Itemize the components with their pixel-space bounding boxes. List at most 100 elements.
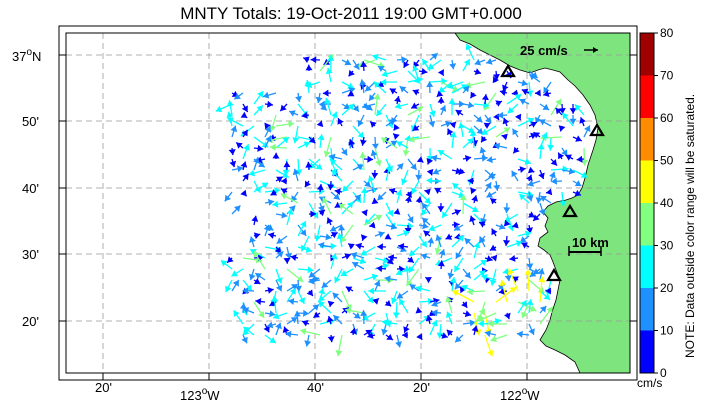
colorbar-segment	[640, 75, 654, 118]
current-vector-head	[315, 96, 323, 103]
current-vector-head	[512, 276, 519, 283]
current-vector-head	[499, 279, 507, 287]
current-vector-head	[568, 167, 575, 175]
current-vector-head	[427, 237, 435, 244]
current-vector-head	[446, 329, 454, 337]
current-vector-head	[399, 298, 406, 306]
current-vector-head	[280, 104, 287, 112]
current-vector-head	[565, 154, 572, 161]
current-vector-head	[428, 309, 436, 317]
current-vector-head	[376, 265, 383, 273]
current-vector-head	[445, 296, 452, 303]
current-vector-head	[367, 296, 374, 303]
current-vector-head	[546, 188, 553, 196]
current-vector-head	[519, 194, 526, 201]
current-vector-head	[300, 328, 307, 335]
current-vector-head	[305, 161, 313, 168]
current-vector-head	[461, 301, 468, 308]
current-vector-head	[437, 97, 445, 103]
current-vector-head	[524, 230, 532, 238]
current-vector-head	[428, 224, 436, 232]
current-vector-head	[359, 79, 367, 86]
current-vector-head	[409, 284, 417, 291]
current-vector-head	[526, 299, 534, 306]
coastline-land	[454, 32, 631, 374]
current-vector-head	[492, 76, 499, 84]
current-vector-head	[321, 281, 329, 288]
current-vector-head	[487, 350, 494, 357]
current-vector-head	[257, 91, 264, 98]
current-vector-head	[295, 169, 303, 176]
current-vector-head	[447, 82, 454, 90]
current-vector-head	[581, 171, 588, 178]
current-vector-head	[226, 111, 234, 118]
current-vector-head	[504, 312, 511, 320]
current-vector-head	[395, 341, 402, 348]
current-vector-head	[333, 315, 340, 322]
current-vector-head	[555, 99, 562, 106]
current-vector-head	[507, 106, 515, 114]
current-vector-head	[396, 141, 404, 148]
current-vector-head	[344, 253, 351, 260]
current-vector-head	[220, 260, 228, 267]
current-vector-head	[276, 251, 284, 258]
current-vector-head	[459, 100, 465, 108]
current-vector-head	[449, 63, 457, 70]
station-marker	[589, 122, 605, 137]
current-vector-head	[234, 93, 241, 100]
current-vector-head	[407, 222, 414, 230]
current-vector-head	[464, 238, 472, 245]
colorbar-segment	[640, 33, 654, 76]
current-vector-head	[248, 273, 256, 281]
current-vector-head	[282, 171, 289, 178]
current-vector-head	[545, 287, 551, 295]
current-vector-head	[367, 175, 375, 183]
current-vector-head	[421, 208, 428, 216]
current-vector-head	[540, 306, 547, 313]
current-vector-head	[438, 86, 446, 93]
current-vector-head	[467, 138, 474, 145]
current-vector-head	[290, 317, 298, 324]
colorbar-segment	[640, 288, 654, 331]
current-vector-head	[275, 284, 283, 292]
current-vector-head	[274, 246, 281, 254]
current-vector-head	[392, 312, 400, 319]
current-vector-head	[486, 191, 493, 198]
current-vector-head	[334, 276, 341, 283]
current-vector-head	[520, 300, 527, 307]
current-vector-head	[361, 209, 368, 217]
current-vector-head	[289, 110, 296, 117]
lat-label-30: 30'	[22, 247, 39, 262]
current-vector-head	[290, 254, 297, 261]
current-vector-head	[293, 310, 301, 317]
current-vector-head	[394, 102, 402, 110]
current-vector-head	[347, 90, 355, 97]
current-vector-head	[288, 205, 296, 212]
current-vector-head	[229, 160, 237, 168]
current-vector-head	[406, 279, 413, 286]
current-vector-head	[263, 224, 271, 232]
current-vector-head	[263, 91, 270, 99]
current-vector-head	[272, 200, 279, 208]
current-vector-head	[503, 207, 511, 213]
current-vector-head	[340, 270, 348, 277]
current-vector-head	[477, 315, 485, 322]
current-vector-head	[546, 306, 553, 314]
current-vector-head	[253, 232, 261, 240]
current-vector-head	[226, 100, 234, 107]
current-vector-head	[241, 129, 248, 137]
current-vector-head	[502, 268, 509, 275]
current-vector-head	[264, 126, 271, 133]
current-vector-head	[356, 164, 364, 171]
current-vector-head	[475, 116, 483, 123]
current-vector-head	[574, 180, 582, 187]
current-vector-head	[271, 295, 279, 302]
current-vector-head	[249, 236, 256, 243]
current-vector-head	[369, 94, 376, 101]
lat-label-50: 50'	[22, 114, 39, 129]
current-vector-head	[390, 140, 398, 147]
current-vector-head	[322, 197, 329, 204]
current-vector-head	[319, 100, 325, 108]
current-vector-head	[317, 134, 325, 141]
